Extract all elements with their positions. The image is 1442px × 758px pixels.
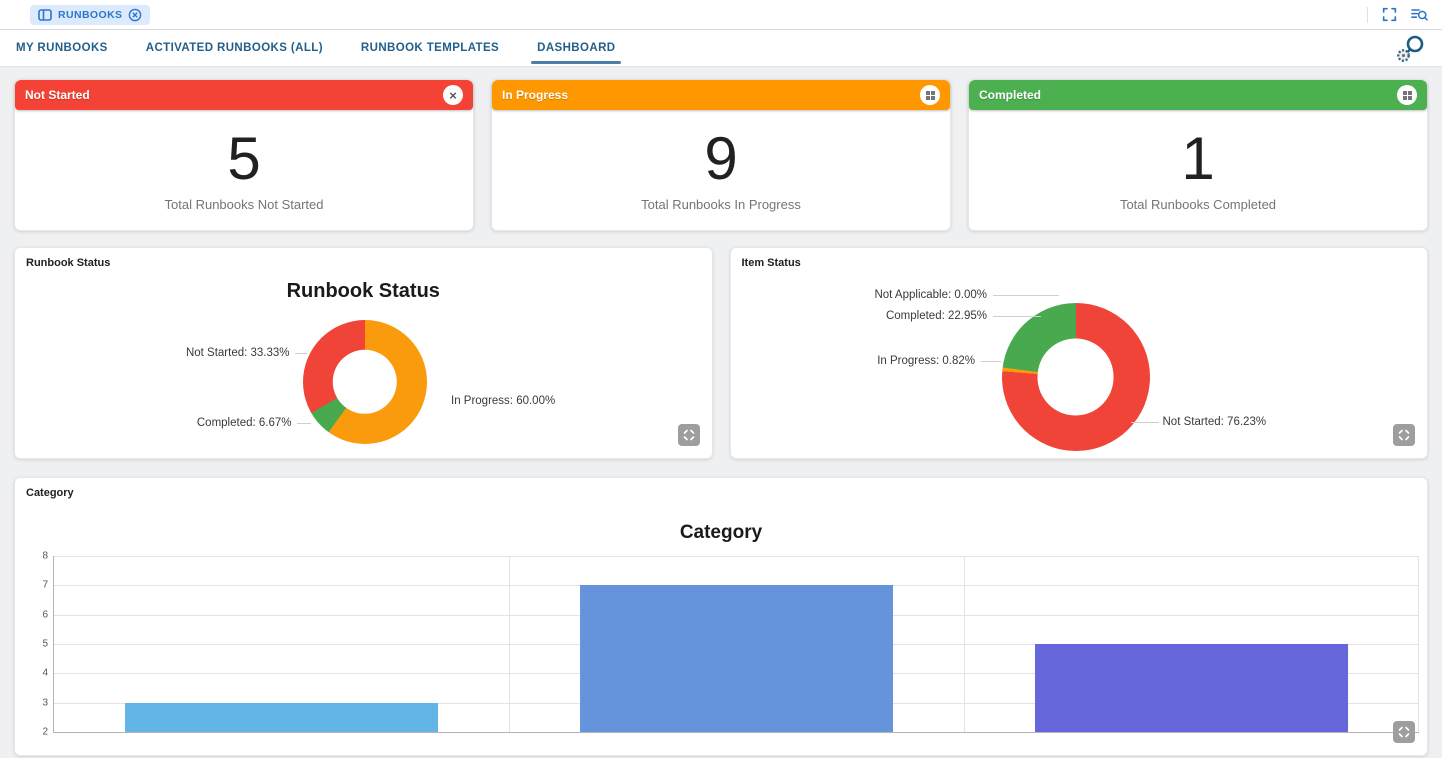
close-circle-icon[interactable] [128,8,142,22]
expand-chart-button[interactable] [677,424,700,446]
close-glyph: × [449,87,457,103]
stat-card-header: Not Started × [15,80,473,110]
pie-label-completed: Completed: 6.67% [196,417,292,429]
y-axis-tick-label: 6 [42,609,48,621]
stat-card-body: 5 Total Runbooks Not Started [15,110,473,230]
category-chart-title: Category [679,522,763,543]
pie-label-in-progress: In Progress: 0.82% [877,355,975,367]
leader-line [980,361,1001,362]
item-status-card: Item Status Not Applicable: 0.00% Comple… [729,247,1428,459]
tab-dashboard[interactable]: DASHBOARD [531,30,622,66]
leader-line [295,353,307,354]
y-axis-tick-label: 3 [42,697,48,709]
item-status-donut[interactable] [1001,303,1150,451]
y-axis-tick-label: 5 [42,638,48,650]
stat-card-title: Not Started [25,88,90,102]
stat-card-body: 1 Total Runbooks Completed [969,110,1427,230]
runbook-status-donut[interactable] [303,320,427,444]
tab-activated-runbooks[interactable]: ACTIVATED RUNBOOKS (ALL) [145,42,323,54]
dashboard-content: Not Started × 5 Total Runbooks Not Start… [0,67,1442,756]
stat-card-not-started: Not Started × 5 Total Runbooks Not Start… [14,79,474,231]
stat-value: 1 [1181,124,1215,192]
stat-subtitle: Total Runbooks Completed [1119,196,1277,212]
fullscreen-icon[interactable] [1382,7,1397,22]
runbook-status-card: Runbook Status Runbook Status Not Starte… [14,247,713,459]
tab-my-runbooks[interactable]: MY RUNBOOKS [16,42,108,54]
donut-charts-row: Runbook Status Runbook Status Not Starte… [14,247,1428,459]
grid-icon[interactable] [1397,85,1417,105]
card-label: Category [26,487,74,499]
stat-cards-row: Not Started × 5 Total Runbooks Not Start… [14,79,1428,231]
category-bar-2[interactable] [1034,644,1349,732]
y-axis-tick-label: 4 [42,667,48,679]
grid-icon[interactable] [920,85,940,105]
bar-slot [964,556,1419,732]
pie-label-completed: Completed: 22.95% [885,310,987,322]
pie-label-not-started: Not Started: 33.33% [185,347,290,359]
stat-subtitle: Total Runbooks In Progress [641,196,801,212]
stat-value: 5 [227,124,261,192]
expand-chart-button[interactable] [1393,721,1415,743]
stat-subtitle: Total Runbooks Not Started [164,196,324,212]
stat-card-title: Completed [979,88,1042,102]
tab-bar: MY RUNBOOKS ACTIVATED RUNBOOKS (ALL) RUN… [0,30,1442,67]
y-axis-tick-label: 7 [42,579,48,591]
window-layout-icon [38,8,52,21]
stat-card-header: Completed [969,80,1427,110]
runbooks-tab-chip[interactable]: RUNBOOKS [30,4,151,25]
stat-card-title: In Progress [502,88,569,102]
pie-label-in-progress: In Progress: 60.00% [451,395,556,407]
y-axis-tick-label: 2 [42,726,48,738]
y-axis-tick-label: 8 [42,550,48,562]
stat-card-body: 9 Total Runbooks In Progress [492,110,950,230]
top-bar: RUNBOOKS [0,0,1442,30]
stat-card-header: In Progress [492,80,950,110]
bar-slot [54,556,509,732]
leader-line [297,423,311,424]
topbar-divider [1367,6,1368,23]
pie-label-not-applicable: Not Applicable: 0.00% [874,289,987,301]
stat-card-in-progress: In Progress 9 Total Runbooks In Progress [491,79,951,231]
expand-chart-button[interactable] [1393,424,1415,446]
leader-line [992,316,1041,317]
category-bar-0[interactable] [124,702,439,732]
leader-line [1130,422,1159,423]
list-search-icon[interactable] [1411,7,1428,22]
card-label: Item Status [741,257,801,269]
tab-runbook-templates[interactable]: RUNBOOK TEMPLATES [360,42,500,54]
bars-layer [54,556,1419,732]
category-card: Category Category 2 3 4 5 6 7 8 [14,477,1428,756]
category-bar-1[interactable] [579,585,894,732]
bar-slot [509,556,964,732]
leader-line [992,295,1059,296]
stat-card-completed: Completed 1 Total Runbooks Completed [968,79,1428,231]
advanced-search-icon[interactable] [1394,33,1428,63]
pie-label-not-started: Not Started: 76.23% [1162,416,1267,428]
gridline [54,556,1419,557]
close-icon[interactable]: × [443,85,463,105]
runbook-status-chart-title: Runbook Status [286,280,440,302]
category-bar-chart: 2 3 4 5 6 7 8 [42,551,1419,738]
runbooks-chip-label: RUNBOOKS [58,8,123,21]
stat-value: 9 [704,124,738,192]
card-label: Runbook Status [26,257,111,269]
